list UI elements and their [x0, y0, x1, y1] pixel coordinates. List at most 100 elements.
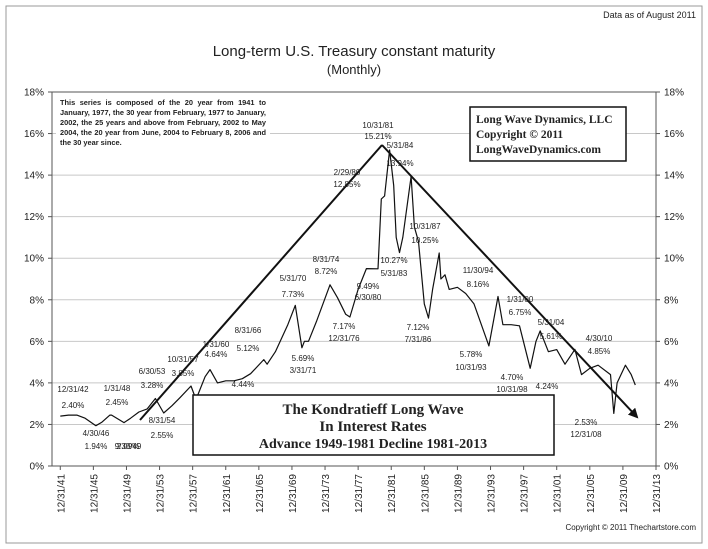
annotation-date: 3/31/71: [290, 366, 317, 375]
annotation-date: 1/31/00: [507, 295, 534, 304]
annotation-date: 5/31/84: [387, 141, 414, 150]
y-tick-label-left: 12%: [24, 212, 44, 223]
annotation-date: 1/31/48: [104, 384, 131, 393]
annotation-date: 10/31/81: [362, 121, 394, 130]
y-tick-label-left: 0%: [30, 462, 45, 473]
annotation-value: 7.12%: [407, 323, 430, 332]
y-tick-label-left: 6%: [30, 337, 45, 348]
y-tick-label-left: 18%: [24, 88, 44, 99]
annotation-value: 2.45%: [106, 398, 129, 407]
x-tick-label: 12/31/97: [520, 474, 531, 513]
kondratieff-box: [192, 394, 555, 456]
x-tick-label: 12/31/81: [387, 474, 398, 513]
series-note: This series is composed of the 20 year f…: [56, 96, 270, 150]
annotation-value: 4.24%: [536, 382, 559, 391]
x-tick-label: 12/31/89: [453, 474, 464, 513]
y-tick-label-right: 6%: [664, 337, 679, 348]
annotation-date: 5/31/83: [381, 269, 408, 278]
lwd-box: [469, 106, 627, 162]
series-note-text: This series is composed of the 20 year f…: [56, 96, 270, 150]
lwd-line-2: Copyright © 2011: [476, 129, 563, 141]
data-as-of: Data as of August 2011: [603, 10, 696, 20]
annotation-value: 3.85%: [172, 369, 195, 378]
annotation-value: 9.49%: [357, 282, 380, 291]
series-group: [60, 149, 636, 427]
annotation-date: 10/31/98: [496, 385, 528, 394]
annotation-value: 10.25%: [411, 236, 438, 245]
copyright: Copyright © 2011 Thechartstore.com: [565, 523, 696, 532]
annotation-value: 8.16%: [467, 280, 490, 289]
y-tick-label-right: 4%: [664, 378, 679, 389]
y-tick-label-right: 18%: [664, 88, 684, 99]
annotation-value: 5.12%: [237, 344, 260, 353]
y-tick-label-left: 2%: [30, 420, 45, 431]
annotation-value: 2.09%: [117, 442, 140, 451]
y-tick-label-right: 2%: [664, 420, 679, 431]
y-axis-left: 0% 2% 4% 6% 8% 10% 12% 14% 16% 18%: [24, 88, 52, 473]
annotation-date: 12/31/08: [570, 430, 602, 439]
annotation-date: 10/31/87: [409, 222, 441, 231]
x-tick-label: 12/31/85: [420, 474, 431, 513]
annotation-value: 1.94%: [85, 442, 108, 451]
annotation-date: 7/31/86: [405, 335, 432, 344]
chart-subtitle: (Monthly): [327, 62, 381, 77]
y-tick-label-left: 4%: [30, 378, 45, 389]
grid: [52, 133, 656, 425]
x-tick-label: 12/31/61: [222, 474, 233, 513]
annotation-value: 5.78%: [460, 350, 483, 359]
annotation-value: 2.40%: [62, 401, 85, 410]
x-tick-label: 12/31/05: [586, 474, 597, 513]
x-tick-label: 12/31/73: [321, 474, 332, 513]
x-tick-label: 12/31/53: [156, 474, 167, 513]
annotation-date: 2/29/80: [334, 168, 361, 177]
kondratieff-line-1: The Kondratieff Long Wave: [283, 402, 464, 418]
outer-frame: [5, 5, 703, 544]
x-tick-label: 12/31/69: [288, 474, 299, 513]
x-tick-label: 12/31/93: [487, 474, 498, 513]
annotation-value: 4.85%: [588, 347, 611, 356]
annotation-value: 3.28%: [141, 381, 164, 390]
y-tick-label-right: 14%: [664, 171, 684, 182]
annotation-value: 5.61%: [540, 332, 563, 341]
annotation-date: 10/31/57: [167, 355, 199, 364]
decline-trend-arrow: [381, 144, 639, 419]
plot-frame: [51, 91, 657, 467]
y-tick-label-right: 10%: [664, 254, 684, 265]
lwd-line-1: Long Wave Dynamics, LLC: [476, 114, 613, 126]
annotation-date: 10/31/93: [455, 363, 487, 372]
annotation-value: 4.64%: [205, 350, 228, 359]
x-tick-label: 12/31/13: [652, 474, 663, 513]
y-axis-right: 0% 2% 4% 6% 8% 10% 12% 14% 16% 18%: [656, 88, 684, 473]
annotation-value: 2.55%: [151, 431, 174, 440]
annotation-date: 12/31/76: [328, 334, 360, 343]
annotations: 12/31/42 2.40% 4/30/46 1.94% 1/31/48 2.45% 9/3…: [57, 121, 612, 451]
annotation-date: 6/30/53: [139, 367, 166, 376]
annotation-value: 4.44%: [232, 380, 255, 389]
y-tick-label-left: 10%: [24, 254, 44, 265]
x-tick-label: 12/31/41: [56, 474, 67, 513]
advance-trend-line: [139, 144, 383, 421]
annotation-date: 8/31/74: [313, 255, 340, 264]
annotation-value: 15.21%: [364, 132, 391, 141]
annotation-value: 12.85%: [333, 180, 360, 189]
series-line: [60, 149, 636, 427]
annotation-value: 2.53%: [575, 418, 598, 427]
kondratieff-line-3: Advance 1949-1981 Decline 1981-2013: [259, 437, 487, 452]
annotation-value: 7.17%: [333, 322, 356, 331]
annotation-date: 4/30/46: [83, 429, 110, 438]
annotation-date: 4/30/10: [586, 334, 613, 343]
annotation-value: 8.72%: [315, 267, 338, 276]
x-tick-label: 12/31/57: [189, 474, 200, 513]
y-tick-label-right: 16%: [664, 129, 684, 140]
x-tick-label: 12/31/01: [553, 474, 564, 513]
x-tick-label: 12/31/77: [354, 474, 365, 513]
annotation-date: 5/31/04: [538, 318, 565, 327]
chart-title: Long-term U.S. Treasury constant maturit…: [213, 43, 496, 60]
annotation-date: 12/31/42: [57, 385, 89, 394]
annotation-value: 13.94%: [386, 159, 413, 168]
annotation-date: 1/31/60: [203, 340, 230, 349]
annotation-date: 11/30/94: [463, 266, 494, 275]
annotation-date: 6/30/80: [355, 293, 382, 302]
annotation-value: 5.69%: [292, 354, 315, 363]
